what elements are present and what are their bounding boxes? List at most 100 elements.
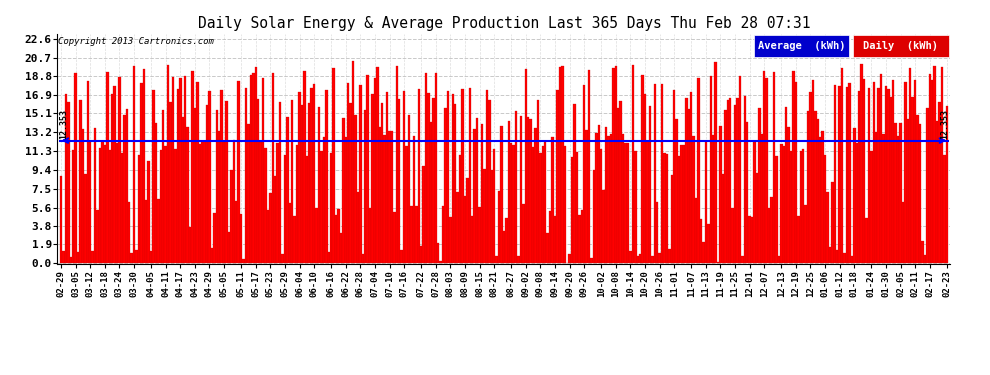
- Bar: [428, 93, 430, 263]
- Bar: [186, 127, 189, 263]
- Bar: [405, 146, 408, 263]
- Bar: [169, 102, 172, 263]
- Bar: [141, 83, 143, 263]
- Bar: [758, 108, 760, 263]
- Bar: [787, 127, 790, 263]
- Bar: [919, 124, 922, 263]
- Bar: [777, 255, 780, 263]
- Bar: [600, 148, 603, 263]
- Bar: [199, 144, 201, 263]
- Bar: [683, 146, 685, 263]
- Bar: [527, 117, 530, 263]
- Bar: [99, 148, 101, 263]
- Bar: [164, 146, 167, 263]
- Bar: [191, 71, 194, 263]
- Bar: [449, 217, 451, 263]
- Bar: [792, 71, 795, 263]
- Bar: [62, 251, 64, 263]
- Bar: [388, 131, 391, 263]
- Bar: [201, 141, 203, 263]
- Bar: [939, 102, 940, 263]
- Bar: [653, 84, 656, 263]
- Bar: [904, 82, 907, 263]
- Bar: [765, 78, 768, 263]
- Bar: [508, 122, 510, 263]
- Bar: [836, 250, 839, 263]
- Bar: [670, 175, 673, 263]
- Bar: [755, 173, 758, 263]
- Bar: [245, 88, 248, 263]
- Bar: [936, 121, 939, 263]
- Bar: [593, 170, 595, 263]
- Bar: [917, 115, 919, 263]
- Bar: [926, 108, 929, 263]
- Bar: [430, 122, 432, 263]
- Bar: [328, 252, 330, 263]
- Bar: [82, 129, 84, 263]
- Bar: [440, 261, 442, 263]
- Bar: [773, 72, 775, 263]
- Bar: [805, 205, 807, 263]
- Bar: [563, 147, 566, 263]
- Bar: [420, 246, 423, 263]
- Bar: [590, 258, 593, 263]
- Bar: [630, 251, 632, 263]
- Bar: [656, 201, 658, 263]
- FancyBboxPatch shape: [754, 35, 849, 57]
- Bar: [724, 110, 727, 263]
- Bar: [945, 106, 948, 263]
- Bar: [639, 254, 642, 263]
- Bar: [720, 126, 722, 263]
- Bar: [680, 145, 683, 263]
- Bar: [454, 104, 456, 263]
- Bar: [361, 254, 364, 263]
- Bar: [72, 150, 74, 263]
- Bar: [206, 105, 208, 263]
- Bar: [907, 119, 909, 263]
- Title: Daily Solar Energy & Average Production Last 365 Days Thu Feb 28 07:31: Daily Solar Energy & Average Production …: [198, 16, 810, 31]
- Bar: [634, 151, 637, 263]
- Text: 12.353: 12.353: [59, 109, 68, 139]
- Bar: [79, 99, 82, 263]
- Bar: [313, 84, 316, 263]
- Bar: [213, 213, 216, 263]
- Bar: [558, 66, 561, 263]
- Bar: [104, 145, 106, 263]
- Bar: [850, 256, 853, 263]
- Bar: [732, 208, 734, 263]
- Bar: [880, 74, 882, 263]
- Bar: [257, 99, 259, 263]
- Bar: [940, 67, 943, 263]
- Bar: [203, 141, 206, 263]
- Bar: [84, 174, 86, 263]
- Bar: [503, 231, 505, 263]
- Bar: [136, 250, 138, 263]
- Bar: [410, 206, 413, 263]
- FancyBboxPatch shape: [853, 35, 948, 57]
- Bar: [488, 100, 490, 263]
- Bar: [243, 259, 245, 263]
- Bar: [824, 155, 827, 263]
- Bar: [408, 116, 410, 263]
- Bar: [284, 154, 286, 263]
- Bar: [316, 208, 318, 263]
- Bar: [553, 216, 556, 263]
- Bar: [101, 141, 104, 263]
- Bar: [790, 152, 792, 263]
- Bar: [661, 84, 663, 263]
- Bar: [858, 91, 860, 263]
- Bar: [548, 211, 551, 263]
- Bar: [298, 92, 301, 263]
- Bar: [396, 66, 398, 263]
- Bar: [179, 78, 181, 263]
- Bar: [126, 110, 128, 263]
- Bar: [325, 90, 328, 263]
- Bar: [832, 182, 834, 263]
- Bar: [423, 166, 425, 263]
- Bar: [890, 97, 892, 263]
- Bar: [882, 134, 885, 263]
- Bar: [249, 75, 252, 263]
- Bar: [802, 149, 805, 263]
- Bar: [729, 98, 732, 263]
- Bar: [286, 117, 288, 263]
